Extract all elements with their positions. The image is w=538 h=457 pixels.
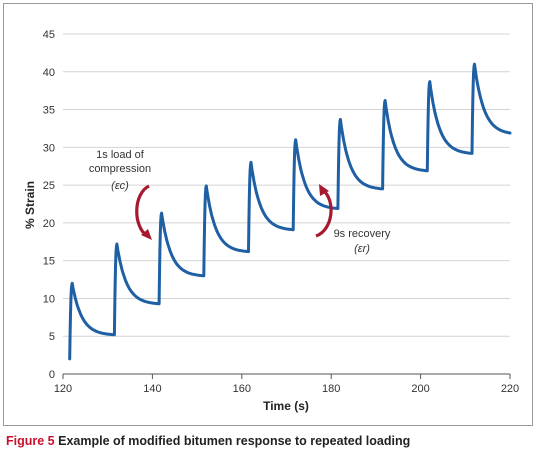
axes: [62, 373, 511, 379]
load-annotation: 1s load of compression (εc): [89, 149, 152, 240]
recovery-arrowhead-icon: [319, 184, 329, 196]
x-tick-label: 140: [143, 383, 161, 395]
y-axis-label: % Strain: [23, 181, 37, 229]
y-tick-label: 20: [43, 218, 55, 230]
x-tick-label: 200: [411, 383, 429, 395]
load-arrowhead-icon: [141, 229, 152, 240]
y-tick-label: 15: [43, 256, 55, 268]
y-tick-label: 35: [43, 105, 55, 117]
y-tick-label: 25: [43, 180, 55, 192]
caption-label: Figure 5: [6, 434, 55, 448]
y-tick-label: 45: [43, 29, 55, 41]
x-tick-label: 180: [322, 383, 340, 395]
load-annotation-line1: 1s load of: [96, 149, 145, 161]
recovery-annotation-line1: 9s recovery: [334, 228, 391, 240]
recovery-annotation: 9s recovery (εr): [315, 184, 391, 255]
load-annotation-line2: compression: [89, 163, 151, 175]
recovery-arrow-icon: [315, 188, 333, 238]
y-tick-label: 30: [43, 142, 55, 154]
strain-chart: 0 5 10 15 20 25 30 35 40 45 120 140 160 180 200 220 % …: [23, 29, 519, 413]
x-tick-labels: 120 140 160 180 200 220: [54, 383, 519, 395]
y-tick-label: 40: [43, 67, 55, 79]
y-tick-label: 10: [43, 293, 55, 305]
y-tick-label: 0: [49, 369, 55, 381]
x-axis-label: Time (s): [263, 399, 309, 413]
x-tick-label: 220: [501, 383, 519, 395]
strain-series-line: [68, 62, 512, 361]
recovery-annotation-symbol: (εr): [354, 243, 370, 255]
y-tick-label: 5: [49, 331, 55, 343]
figure-frame: [3, 3, 533, 426]
x-tick-label: 160: [233, 383, 251, 395]
figure-caption: Figure 5 Example of modified bitumen res…: [6, 434, 410, 448]
caption-text: Example of modified bitumen response to …: [58, 434, 411, 448]
x-tick-label: 120: [54, 383, 72, 395]
load-arrow-icon: [135, 184, 150, 238]
y-tick-labels: 0 5 10 15 20 25 30 35 40 45: [43, 29, 55, 381]
load-annotation-symbol: (εc): [111, 180, 129, 192]
